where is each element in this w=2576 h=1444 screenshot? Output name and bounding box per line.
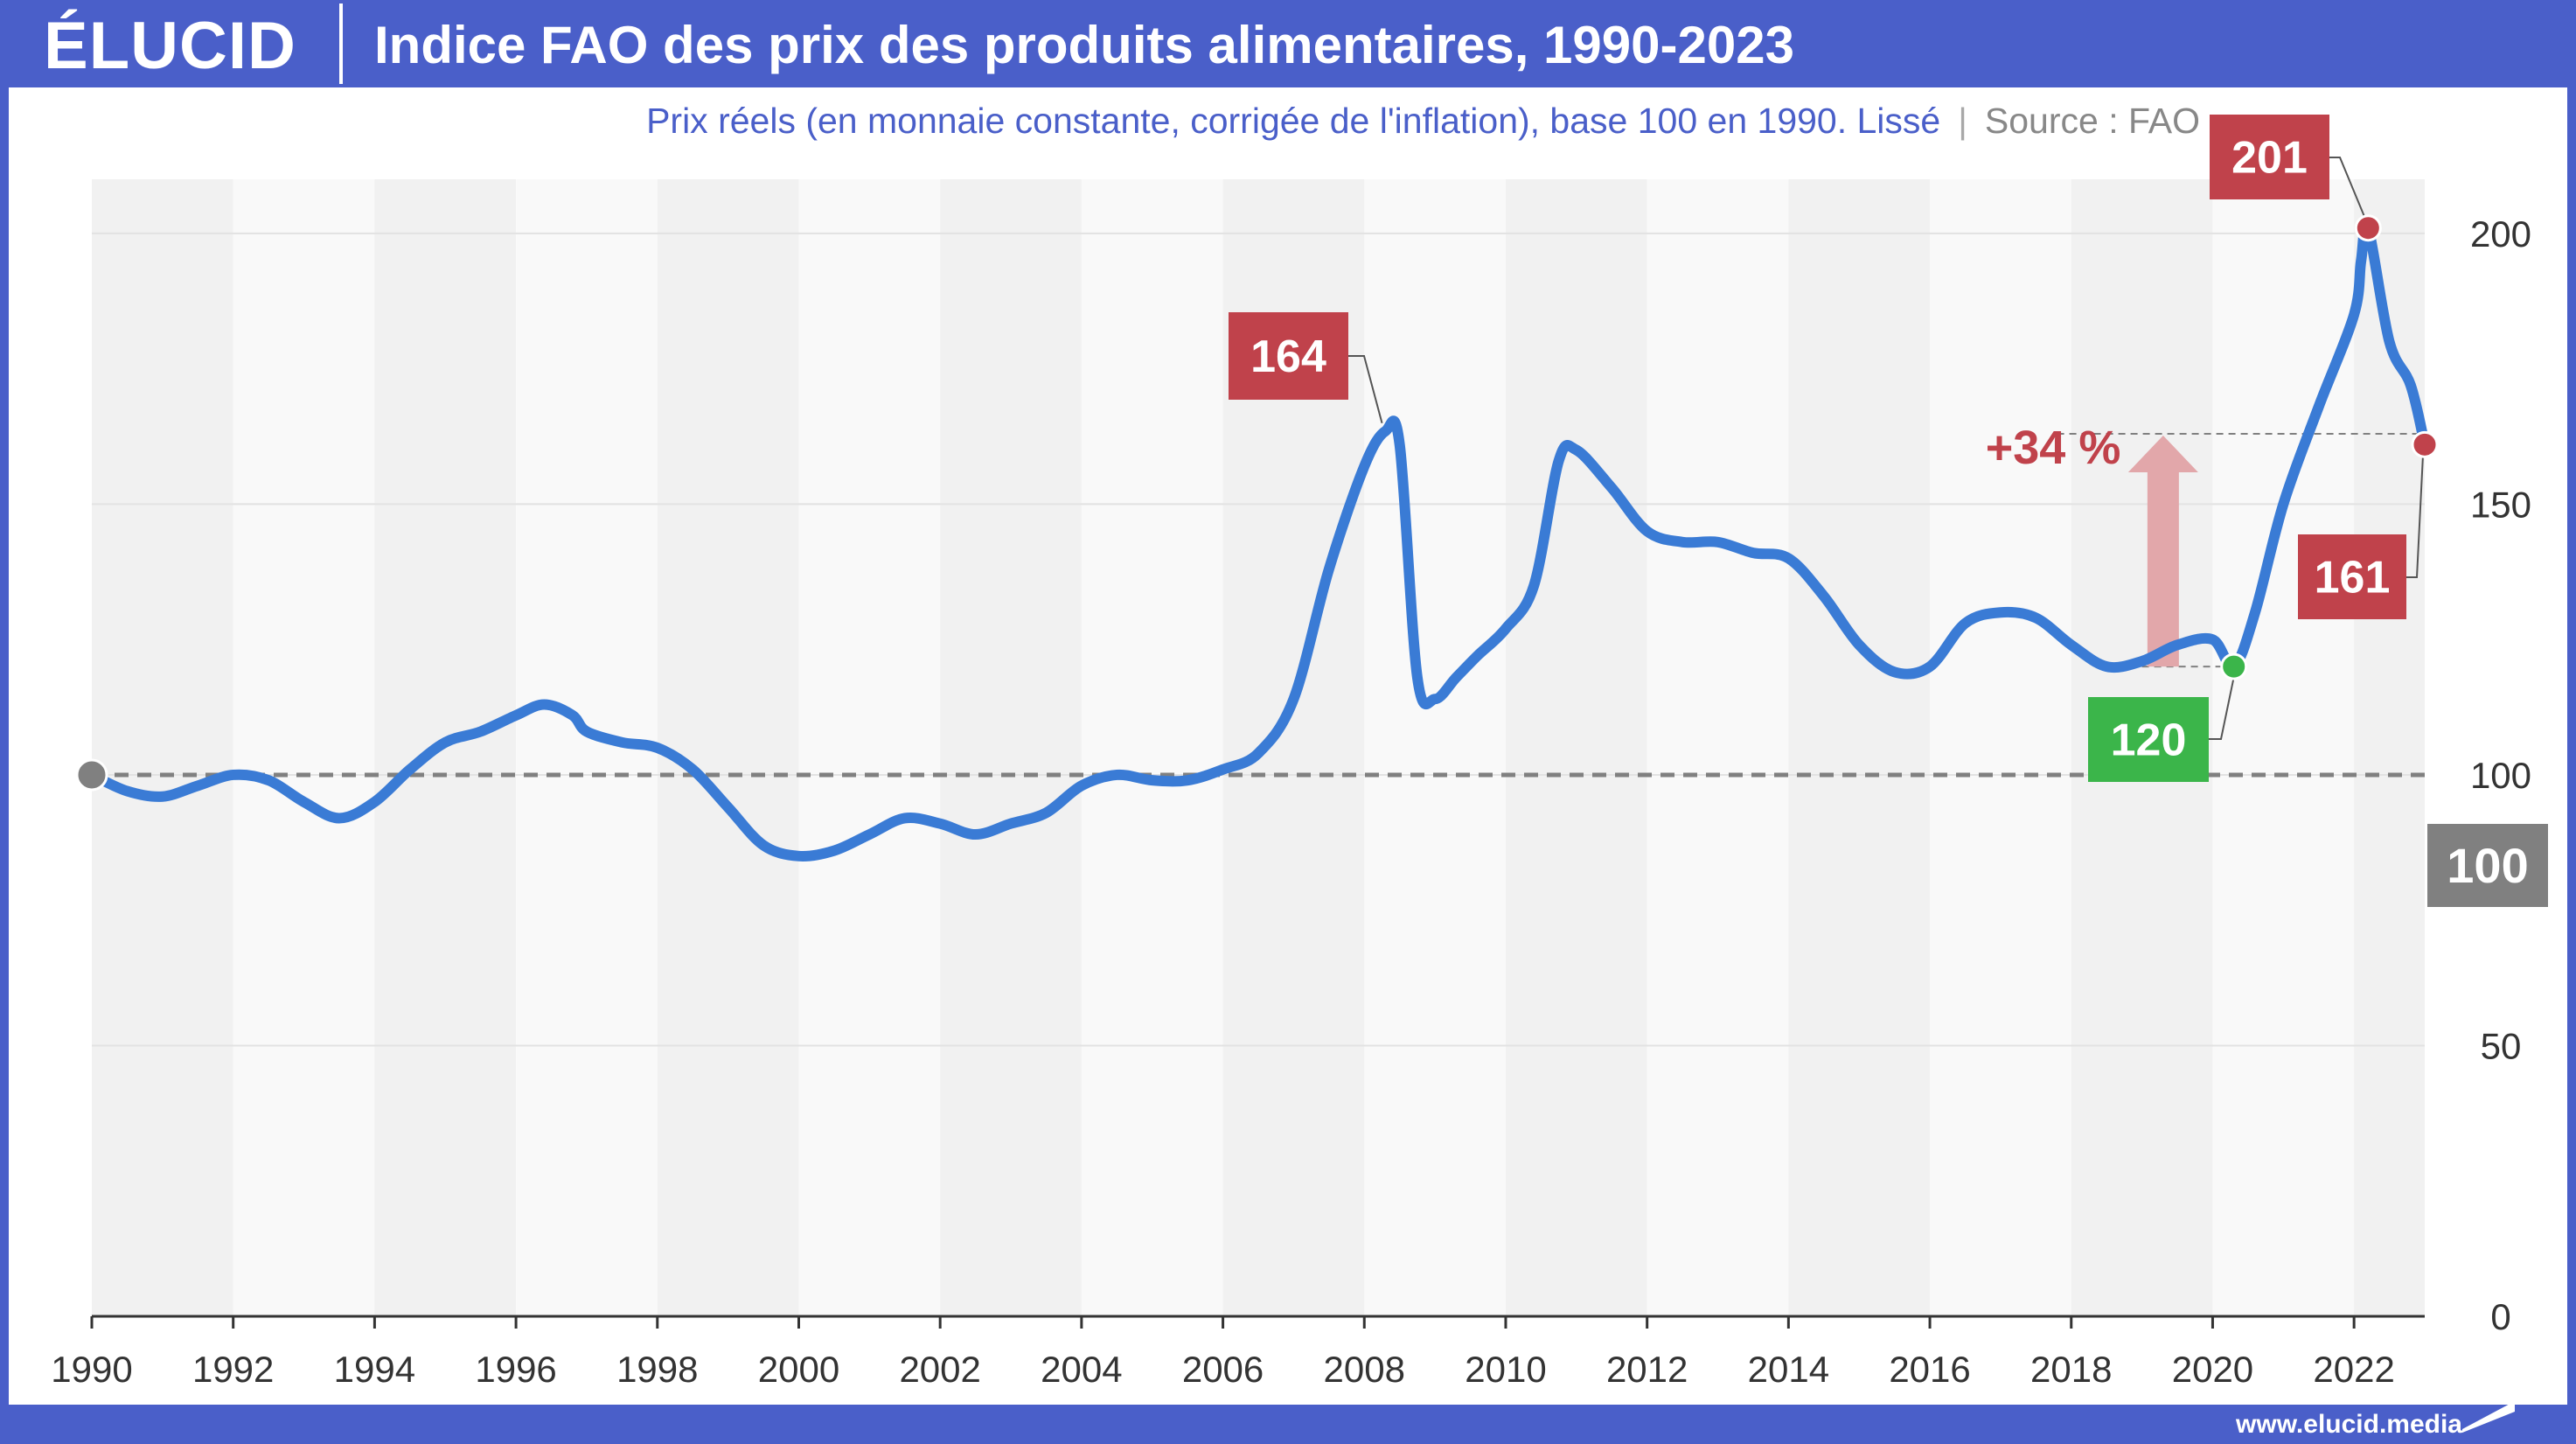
y-tick-label: 0 bbox=[2490, 1296, 2510, 1337]
end-2023-marker bbox=[2411, 430, 2439, 458]
chart-subtitle: Prix réels (en monnaie constante, corrig… bbox=[646, 101, 2200, 141]
elucid-logo[interactable]: ÉLUCID bbox=[44, 9, 296, 83]
subtitle-source: Source : FAO bbox=[1985, 101, 2200, 141]
peak-2022-label: 201 bbox=[2210, 115, 2367, 220]
peak-2022-marker bbox=[2354, 214, 2382, 242]
peak-2008-label-value: 164 bbox=[1250, 331, 1326, 382]
trough-2020-label-leader-line bbox=[2209, 676, 2235, 740]
year-band-1992 bbox=[233, 179, 375, 1316]
year-band-2010 bbox=[1505, 179, 1647, 1316]
food-price-index-line bbox=[87, 220, 2430, 862]
x-tick-label: 2022 bbox=[2313, 1349, 2394, 1390]
chart-title: Indice FAO des prix des produits aliment… bbox=[374, 16, 1794, 74]
base-100-badge: 100 bbox=[2427, 824, 2548, 907]
peak-2008-label: 164 bbox=[1229, 312, 1383, 424]
trough-2020-label-box bbox=[2088, 697, 2209, 782]
x-tick-label: 2000 bbox=[758, 1349, 839, 1390]
x-tick-label: 2004 bbox=[1041, 1349, 1122, 1390]
x-tick-label: 2010 bbox=[1465, 1349, 1546, 1390]
change-arrow-head-icon bbox=[2127, 435, 2198, 472]
header-bar bbox=[0, 0, 2576, 87]
year-band-2022 bbox=[2354, 179, 2425, 1316]
y-tick-label: 50 bbox=[2481, 1025, 2522, 1066]
y-axis: 0 50 100 150 200 bbox=[2470, 213, 2531, 1337]
change-arrow: +34 % bbox=[1986, 422, 2425, 668]
year-band-1990 bbox=[92, 179, 233, 1316]
subtitle-description: Prix réels (en monnaie constante, corrig… bbox=[646, 101, 1940, 141]
end-2023-label: 161 bbox=[2298, 455, 2424, 619]
base-100-badge-box bbox=[2427, 824, 2548, 907]
y-tick-label: 100 bbox=[2470, 755, 2531, 796]
end-2023-label-leader-line bbox=[2406, 455, 2424, 578]
annotations: 164 120 201 161 100 bbox=[75, 115, 2548, 907]
trough-2020-label: 120 bbox=[2088, 676, 2235, 782]
x-tick-label: 2016 bbox=[1889, 1349, 1970, 1390]
footer-bar bbox=[0, 1405, 2576, 1444]
x-tick-label: 1992 bbox=[192, 1349, 274, 1390]
x-tick-label: 2008 bbox=[1324, 1349, 1405, 1390]
start-point-marker bbox=[75, 758, 108, 792]
peak-2022-label-box bbox=[2210, 115, 2329, 199]
peak-2022-label-leader-line bbox=[2329, 157, 2367, 220]
trough-2020-marker bbox=[2220, 652, 2248, 680]
base-100-badge-value: 100 bbox=[2447, 838, 2528, 893]
y-tick-label: 150 bbox=[2470, 484, 2531, 525]
x-tick-label: 2018 bbox=[2030, 1349, 2112, 1390]
footer-url[interactable]: www.elucid.media bbox=[2236, 1410, 2462, 1439]
x-tick-label: 2006 bbox=[1182, 1349, 1264, 1390]
year-band-2000 bbox=[798, 179, 941, 1316]
x-tick-label: 1998 bbox=[616, 1349, 698, 1390]
x-tick-label: 2012 bbox=[1606, 1349, 1688, 1390]
end-2023-label-value: 161 bbox=[2315, 553, 2391, 603]
x-tick-label: 1990 bbox=[51, 1349, 132, 1390]
year-band-2014 bbox=[1788, 179, 1931, 1316]
change-label: +34 % bbox=[1986, 422, 2121, 474]
peak-2022-label-value: 201 bbox=[2231, 133, 2308, 184]
header-divider bbox=[339, 3, 343, 84]
elucid-mark-icon bbox=[2462, 1401, 2515, 1433]
end-2023-label-box bbox=[2298, 534, 2406, 619]
year-band-2020 bbox=[2212, 179, 2355, 1316]
peak-2008-label-box bbox=[1229, 312, 1348, 400]
subtitle-separator: | bbox=[1958, 101, 1967, 141]
x-tick-label: 1994 bbox=[334, 1349, 415, 1390]
peak-2008-label-leader-line bbox=[1348, 355, 1383, 424]
x-tick-label: 2014 bbox=[1748, 1349, 1829, 1390]
x-axis: 1990 1992 1994 1996 1998 2000 2002 2004 2006 2008… bbox=[51, 1315, 2425, 1390]
x-tick-label: 2020 bbox=[2172, 1349, 2253, 1390]
year-band-2002 bbox=[940, 179, 1082, 1316]
trough-2020-label-value: 120 bbox=[2111, 715, 2187, 766]
y-tick-label: 200 bbox=[2470, 213, 2531, 255]
year-band-2008 bbox=[1364, 179, 1506, 1316]
year-band-2016 bbox=[1930, 179, 2071, 1316]
year-band-2004 bbox=[1081, 179, 1223, 1316]
year-band-2012 bbox=[1647, 179, 1789, 1316]
change-arrow-shaft bbox=[2147, 470, 2179, 667]
year-bands bbox=[92, 179, 2425, 1316]
x-tick-label: 2002 bbox=[899, 1349, 980, 1390]
year-band-1998 bbox=[657, 179, 799, 1316]
x-tick-label: 1996 bbox=[475, 1349, 556, 1390]
